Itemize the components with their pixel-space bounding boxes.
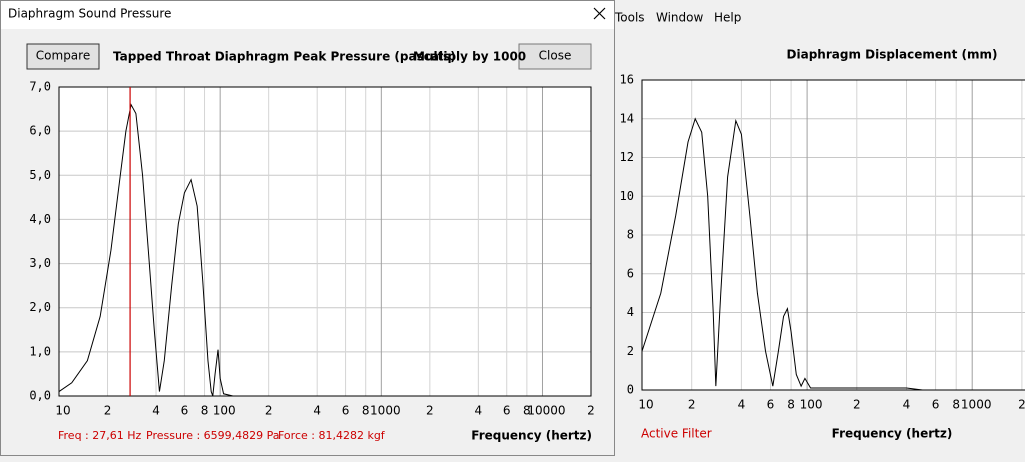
y-tick-label: 6,0 <box>29 124 51 138</box>
compare-button[interactable] <box>26 43 100 70</box>
button-label[interactable]: Compare <box>36 49 90 63</box>
x-tick-label: 4 <box>738 398 746 412</box>
x-tick-label: 100 <box>213 404 236 418</box>
data-line <box>58 103 591 397</box>
menu-item[interactable]: Help <box>714 11 741 25</box>
y-tick-label: 5,0 <box>29 168 51 182</box>
y-tick-label: 12 <box>620 150 634 164</box>
chart-title: Tapped Throat Diaphragm Peak Pressure (p… <box>113 50 456 64</box>
chart-subtitle: Multiply by 1000 <box>413 50 526 64</box>
x-tick-label: 10000 <box>527 404 565 418</box>
x-tick-label: 2 <box>104 404 112 418</box>
x-tick-label: 6 <box>767 398 775 412</box>
x-tick-label: 8 <box>362 404 370 418</box>
plot-area <box>59 87 591 396</box>
chart-title: Diaphragm Displacement (mm) <box>787 48 998 62</box>
x-tick-label: 6 <box>932 398 940 412</box>
y-tick-label: 8 <box>627 228 634 242</box>
menu-item[interactable]: Tools <box>614 11 645 25</box>
y-tick-label: 10 <box>620 189 634 203</box>
y-tick-label: 6 <box>627 266 634 280</box>
readout: Freq : 27,61 Hz <box>58 429 142 442</box>
x-tick-label: 4 <box>313 404 321 418</box>
x-tick-label: 1000 <box>370 404 401 418</box>
y-tick-label: 16 <box>620 73 634 87</box>
x-tick-label: 2 <box>853 398 861 412</box>
y-tick-label: 14 <box>620 111 634 125</box>
close-icon[interactable] <box>593 7 606 20</box>
x-axis-label: Frequency (hertz) <box>832 427 953 441</box>
x-axis-label: Frequency (hertz) <box>471 429 592 443</box>
menu-item[interactable]: Window <box>656 11 704 25</box>
x-tick-label: 8 <box>952 398 960 412</box>
x-tick-label: 10 <box>638 398 653 412</box>
dialog-title: Diaphragm Sound Pressure <box>8 7 171 21</box>
y-tick-label: 2,0 <box>29 300 51 314</box>
x-tick-label: 8 <box>787 398 795 412</box>
x-tick-label: 4 <box>475 404 483 418</box>
x-tick-label: 2 <box>265 404 273 418</box>
x-tick-label: 2 <box>688 398 696 412</box>
y-tick-label: 0 <box>627 383 634 397</box>
x-tick-label: 100 <box>800 398 823 412</box>
left-chart: 0,01,02,03,04,05,06,07,010 2 4 6 8 100 2 4 6 8 100… <box>29 80 595 418</box>
x-tick-label: 10 <box>55 404 70 418</box>
y-tick-label: 4,0 <box>29 212 51 226</box>
x-tick-label: 2 <box>426 404 434 418</box>
x-tick-label: 4 <box>903 398 911 412</box>
data-line <box>641 117 1025 391</box>
x-tick-label: 6 <box>503 404 511 418</box>
button-label[interactable]: Close <box>539 49 572 63</box>
x-tick-label: 6 <box>342 404 350 418</box>
y-tick-label: 4 <box>627 305 634 319</box>
y-tick-label: 1,0 <box>29 344 51 358</box>
x-tick-label: 2 <box>587 404 595 418</box>
readout: Force : 81,4282 kgf <box>278 429 386 442</box>
close-button[interactable] <box>518 43 592 70</box>
x-tick-label: 4 <box>152 404 160 418</box>
x-tick-label: 2 <box>1018 398 1025 412</box>
readout: Pressure : 6599,4829 Pa <box>146 429 280 442</box>
y-tick-label: 2 <box>627 344 634 358</box>
x-tick-label: 6 <box>181 404 189 418</box>
x-tick-label: 8 <box>201 404 209 418</box>
plot-frame <box>641 79 1025 391</box>
y-tick-label: 3,0 <box>29 256 51 270</box>
x-tick-label: 1000 <box>961 398 992 412</box>
y-tick-label: 7,0 <box>29 80 51 94</box>
x-tick-label: 8 <box>523 404 531 418</box>
y-tick-label: 0,0 <box>29 389 51 403</box>
status-text: Active Filter <box>641 427 712 441</box>
dialog-titlebar <box>1 1 614 29</box>
